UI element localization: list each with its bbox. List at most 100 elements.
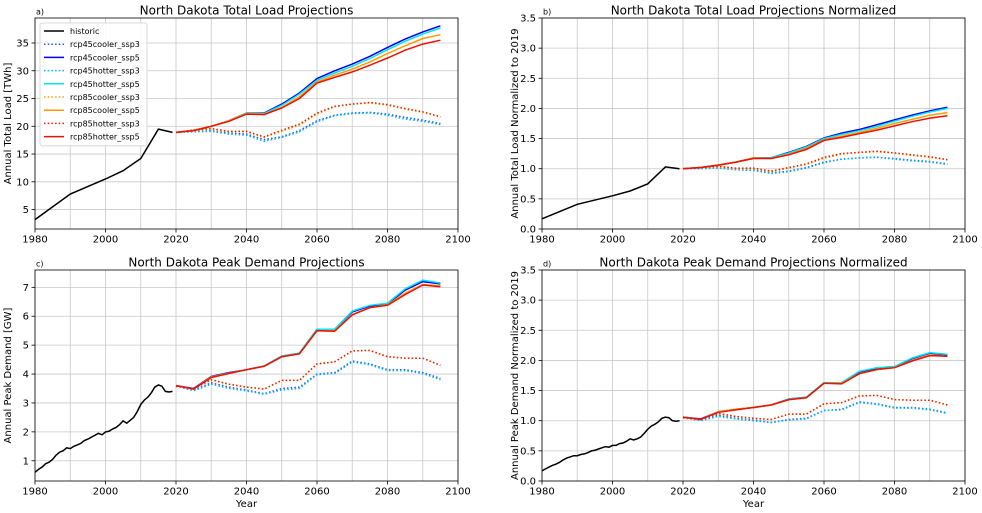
series-line-rcp45hotter_ssp3 [682,401,948,424]
y-tick-label: 4 [23,370,29,381]
legend-box [39,22,148,147]
y-tick-label: 3.5 [520,14,536,25]
y-tick-label: 1.5 [520,134,536,145]
series-line-rcp45hotter_ssp3 [175,361,441,396]
legend-entry-label: rcp85cooler_ssp5 [70,106,140,115]
panel-label: d) [543,260,551,269]
y-tick-label: 3.0 [520,296,536,307]
legend-entry-label: rcp85hotter_ssp5 [70,133,140,142]
x-tick-label: 2000 [600,487,625,498]
x-tick-label: 2040 [741,487,766,498]
series-line-rcp45cooler_ssp5 [175,25,441,134]
y-axis-label: Annual Total Load Normalized to 2019 [510,28,521,218]
series-line-rcp85cooler_ssp5 [682,354,948,421]
legend: historic rcp45cooler_ssp3 rcp45cooler_ssp5… [39,22,148,147]
panel-label: c) [36,260,44,269]
y-tick-label: 20 [16,122,29,133]
x-tick-label: 2040 [741,235,766,246]
series-line-rcp45hotter_ssp5 [175,27,441,134]
y-tick-label: 10 [16,177,29,188]
y-tick-label: 25 [16,94,29,105]
legend-entry-label: rcp45hotter_ssp3 [70,67,140,76]
legend-entry-label: rcp45cooler_ssp3 [70,40,140,49]
legend-entry-label: rcp85hotter_ssp3 [70,119,140,128]
x-tick-label: 2080 [882,235,907,246]
x-tick-label: 2080 [375,487,400,498]
x-tick-label: 2040 [234,235,259,246]
series-line-historic [542,416,680,472]
series-line-rcp85hotter_ssp5 [682,114,948,170]
series-line-rcp45hotter_ssp3 [175,112,441,143]
y-tick-label: 2.5 [520,74,536,85]
x-tick-label: 2100 [952,487,977,498]
y-axis-label: Annual Peak Demand [GW] [3,307,14,443]
series-line-rcp85hotter_ssp5 [682,354,948,421]
series-line-rcp45hotter_ssp3 [683,156,948,175]
series-line-rcp85cooler_ssp3 [175,102,441,139]
y-tick-label: 2 [23,427,29,438]
series-line-rcp85hotter_ssp5 [175,39,441,134]
x-tick-label: 1980 [22,235,47,246]
y-tick-label: 3 [23,398,29,409]
panel-label: b) [543,8,551,17]
series-line-historic [35,384,173,473]
legend-entry-label: rcp45cooler_ssp5 [70,53,140,62]
chart-title: North Dakota Total Load Projections Norm… [611,4,897,18]
x-tick-label: 2080 [882,487,907,498]
y-tick-label: 1.0 [520,416,536,427]
y-tick-label: 1 [23,456,29,467]
x-tick-label: 2060 [811,235,836,246]
chart-title: North Dakota Peak Demand Projections [128,256,364,270]
y-tick-label: 35 [16,38,29,49]
x-tick-label: 1980 [22,487,47,498]
series-line-rcp45cooler_ssp3 [175,360,441,395]
y-tick-label: 7 [23,283,29,294]
y-tick-label: 0.5 [520,446,536,457]
series-line-rcp85hotter_ssp5 [175,284,441,390]
x-tick-label: 2020 [163,235,188,246]
y-axis-label: Annual Peak Demand Normalized to 2019 [510,271,521,480]
y-tick-label: 3.0 [520,44,536,55]
y-tick-label: 5 [23,205,29,216]
x-tick-label: 2100 [445,487,470,498]
x-tick-label: 2100 [445,235,470,246]
series-line-historic [542,166,680,220]
x-axis-label: Year [235,499,258,510]
y-tick-label: 6 [23,312,29,323]
series-line-rcp85hotter_ssp3 [175,101,441,138]
y-tick-label: 2.5 [520,326,536,337]
x-tick-label: 2000 [93,487,118,498]
chart-title: North Dakota Total Load Projections [140,4,354,18]
panel-3: 1980 2000 2020 2040 2060 2080 2100 1 2 3 4 5 6 7 North… [3,256,471,511]
y-tick-label: 3.5 [520,266,536,277]
x-tick-label: 2060 [811,487,836,498]
y-tick-label: 1.0 [520,164,536,175]
y-tick-label: 2.0 [520,356,536,367]
panel-4: 1980 2000 2020 2040 2060 2080 2100 0.0 0.5 1.0 1.5… [510,256,978,511]
y-tick-label: 1.5 [520,386,536,397]
y-tick-label: 30 [16,66,29,77]
panel-2: 1980 2000 2020 2040 2060 2080 2100 0.0 0.5 1.0 1.5… [510,4,978,246]
y-tick-label: 0.5 [520,194,536,205]
series-line-rcp85cooler_ssp5 [175,283,441,390]
series-line-rcp45cooler_ssp3 [175,111,441,141]
y-tick-label: 2.0 [520,104,536,115]
panel-1: 1980 2000 2020 2040 2060 2080 2100 5 10 15 20 25 30 3… [3,4,471,246]
legend-entry-label: historic [70,27,99,36]
x-tick-label: 1980 [529,235,554,246]
y-tick-label: 15 [16,150,29,161]
x-tick-label: 2060 [304,235,329,246]
x-tick-label: 2080 [375,235,400,246]
legend-entry-label: rcp45hotter_ssp5 [70,80,140,89]
x-tick-label: 2000 [600,235,625,246]
panel-label: a) [36,8,44,17]
y-tick-label: 0.0 [520,477,536,488]
series-line-rcp85hotter_ssp3 [682,150,948,172]
y-tick-label: 0.0 [520,225,536,236]
x-tick-label: 2040 [234,487,259,498]
chart-title: North Dakota Peak Demand Projections Nor… [599,256,907,270]
x-tick-label: 2020 [163,487,188,498]
x-axis-label: Year [742,499,765,510]
series-line-rcp85hotter_ssp3 [682,394,948,421]
